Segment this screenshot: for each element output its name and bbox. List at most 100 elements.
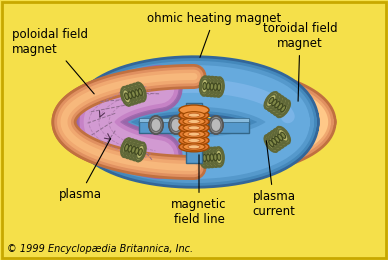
Ellipse shape <box>121 87 132 106</box>
Ellipse shape <box>188 113 200 117</box>
Ellipse shape <box>191 119 201 132</box>
Ellipse shape <box>135 83 146 101</box>
Ellipse shape <box>217 153 221 160</box>
Ellipse shape <box>275 136 280 142</box>
Ellipse shape <box>214 154 217 161</box>
Ellipse shape <box>210 83 213 90</box>
Ellipse shape <box>179 105 209 115</box>
Ellipse shape <box>269 96 279 109</box>
Ellipse shape <box>139 149 142 155</box>
Ellipse shape <box>272 99 282 111</box>
Ellipse shape <box>135 147 139 154</box>
Ellipse shape <box>135 142 146 162</box>
Ellipse shape <box>132 146 135 153</box>
Ellipse shape <box>179 135 209 146</box>
Ellipse shape <box>214 147 224 167</box>
Ellipse shape <box>189 116 203 134</box>
Ellipse shape <box>264 92 278 109</box>
Ellipse shape <box>125 140 135 157</box>
Ellipse shape <box>211 119 221 132</box>
Ellipse shape <box>207 147 217 167</box>
Ellipse shape <box>214 83 217 90</box>
Ellipse shape <box>135 90 139 96</box>
Ellipse shape <box>268 95 281 110</box>
Ellipse shape <box>207 148 217 166</box>
Ellipse shape <box>200 77 209 95</box>
Bar <box>186 103 202 163</box>
Ellipse shape <box>200 149 209 167</box>
Ellipse shape <box>133 144 141 158</box>
Ellipse shape <box>179 110 209 120</box>
Ellipse shape <box>277 127 289 143</box>
Ellipse shape <box>151 119 161 132</box>
Ellipse shape <box>203 76 213 96</box>
Text: toroidal field
magnet: toroidal field magnet <box>263 22 337 101</box>
Ellipse shape <box>281 132 286 138</box>
Ellipse shape <box>188 120 200 124</box>
Ellipse shape <box>149 116 163 134</box>
Ellipse shape <box>276 100 290 118</box>
Ellipse shape <box>179 116 209 127</box>
Ellipse shape <box>135 143 146 161</box>
Ellipse shape <box>188 145 200 149</box>
Ellipse shape <box>128 92 132 99</box>
Ellipse shape <box>269 135 279 147</box>
Ellipse shape <box>212 80 219 94</box>
Text: ohmic heating magnet: ohmic heating magnet <box>147 12 281 57</box>
Ellipse shape <box>183 143 205 150</box>
Ellipse shape <box>128 86 139 103</box>
Ellipse shape <box>278 103 288 115</box>
Ellipse shape <box>265 136 278 151</box>
Ellipse shape <box>217 83 221 90</box>
Ellipse shape <box>188 132 200 136</box>
Ellipse shape <box>201 151 208 165</box>
Ellipse shape <box>189 116 203 134</box>
Ellipse shape <box>265 93 278 108</box>
Ellipse shape <box>125 144 128 151</box>
Ellipse shape <box>201 79 208 93</box>
Ellipse shape <box>270 131 284 148</box>
Ellipse shape <box>203 148 213 168</box>
Ellipse shape <box>136 85 144 99</box>
Ellipse shape <box>125 86 136 105</box>
Ellipse shape <box>209 116 223 134</box>
Text: poloidal field
magnet: poloidal field magnet <box>12 28 94 94</box>
Ellipse shape <box>130 87 137 101</box>
Ellipse shape <box>269 98 274 103</box>
Ellipse shape <box>188 126 200 130</box>
Ellipse shape <box>151 119 161 132</box>
Ellipse shape <box>271 132 284 147</box>
Ellipse shape <box>212 150 219 164</box>
Ellipse shape <box>183 131 205 138</box>
Ellipse shape <box>210 77 220 97</box>
Text: plasma
current: plasma current <box>253 141 296 218</box>
Ellipse shape <box>132 84 142 102</box>
Ellipse shape <box>208 151 215 164</box>
Ellipse shape <box>272 138 277 145</box>
Ellipse shape <box>267 94 281 111</box>
Ellipse shape <box>183 118 205 125</box>
Ellipse shape <box>207 77 217 95</box>
Ellipse shape <box>133 86 141 100</box>
Ellipse shape <box>215 150 222 164</box>
Ellipse shape <box>191 119 201 132</box>
Ellipse shape <box>215 78 223 96</box>
Ellipse shape <box>183 112 205 119</box>
Ellipse shape <box>128 84 139 104</box>
Ellipse shape <box>205 151 212 165</box>
Ellipse shape <box>136 145 144 159</box>
Ellipse shape <box>188 139 200 142</box>
Ellipse shape <box>275 131 285 144</box>
Ellipse shape <box>130 143 137 157</box>
Ellipse shape <box>132 142 142 160</box>
Ellipse shape <box>208 80 215 94</box>
Ellipse shape <box>128 145 132 152</box>
Ellipse shape <box>215 148 223 166</box>
Ellipse shape <box>126 88 134 102</box>
Ellipse shape <box>132 91 135 98</box>
Ellipse shape <box>179 129 209 139</box>
Ellipse shape <box>183 124 205 131</box>
Ellipse shape <box>169 116 183 134</box>
Ellipse shape <box>268 134 281 149</box>
Ellipse shape <box>121 88 132 105</box>
